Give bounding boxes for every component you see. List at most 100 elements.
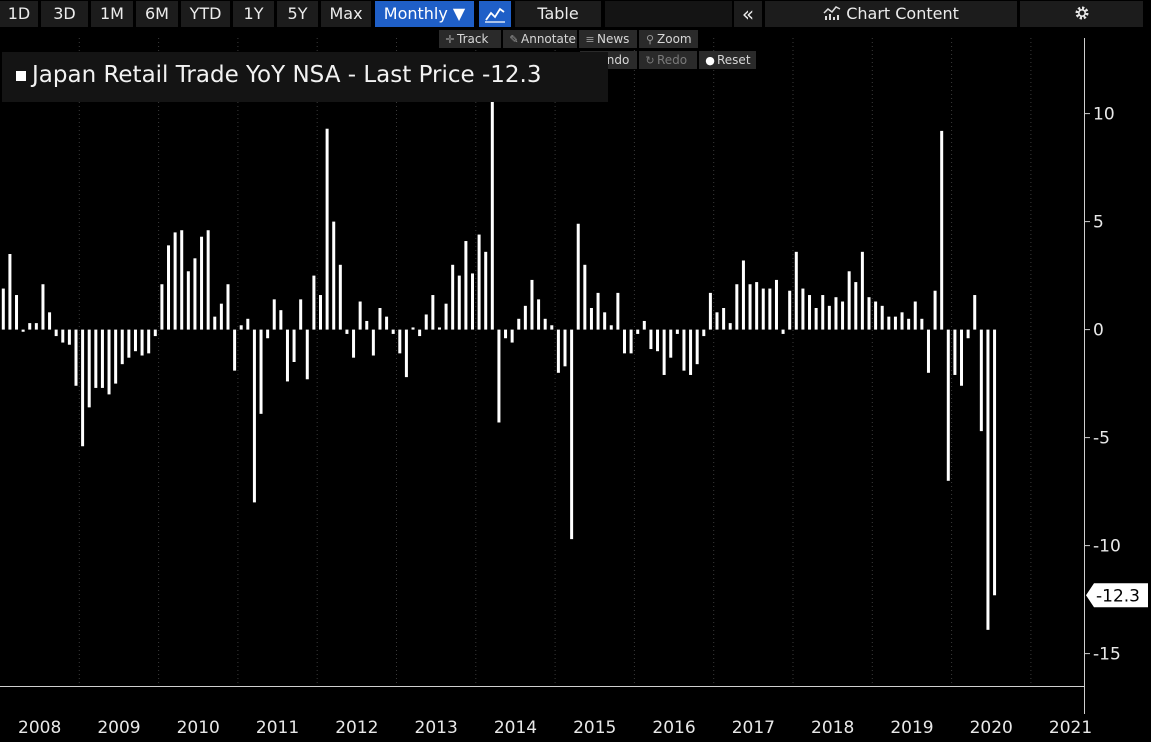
bar — [517, 318, 521, 330]
bar — [41, 284, 45, 330]
bar — [715, 312, 719, 330]
redo-button[interactable]: ↻ Redo — [639, 51, 697, 69]
bar — [834, 297, 838, 330]
bar — [946, 329, 950, 481]
bar — [973, 295, 977, 330]
bar — [920, 318, 924, 330]
x-tick-label: 2011 — [256, 718, 299, 738]
range-6m-button[interactable]: 6M — [136, 1, 178, 27]
range-max-button[interactable]: Max — [321, 1, 371, 27]
zoom-button[interactable]: ⚲ Zoom — [639, 30, 698, 48]
x-tick-label: 2020 — [970, 718, 1013, 738]
bar — [246, 318, 250, 330]
bar — [484, 251, 488, 330]
bar — [986, 329, 990, 630]
news-button[interactable]: ≡ News — [579, 30, 637, 48]
bar — [1, 288, 5, 330]
legend-swatch — [16, 71, 26, 81]
y-tick-label: 5 — [1093, 213, 1104, 233]
bar — [497, 329, 501, 423]
track-button[interactable]: ✛ Track — [439, 30, 501, 48]
bar — [993, 329, 997, 596]
bar — [748, 284, 752, 330]
bar — [642, 320, 646, 330]
bar — [266, 329, 270, 339]
bar — [543, 318, 547, 330]
reset-icon: ● — [705, 54, 715, 67]
bar — [332, 221, 336, 330]
bar — [741, 260, 745, 330]
bar — [847, 271, 851, 330]
bar — [48, 312, 52, 330]
bar — [147, 329, 151, 354]
magnifier-icon: ⚲ — [645, 33, 655, 46]
range-1m-button[interactable]: 1M — [91, 1, 133, 27]
frequency-dropdown[interactable]: Monthly ▼ — [375, 1, 474, 27]
zoom-label: Zoom — [657, 32, 692, 46]
range-1d-button[interactable]: 1D — [0, 1, 38, 27]
bar — [127, 329, 131, 358]
legend-title-box: Japan Retail Trade YoY NSA - Last Price … — [2, 52, 608, 102]
range-3d-button[interactable]: 3D — [41, 1, 88, 27]
bar — [656, 329, 660, 352]
range-ytd-button[interactable]: YTD — [181, 1, 230, 27]
y-tick-label: -5 — [1093, 429, 1110, 449]
range-5y-button[interactable]: 5Y — [277, 1, 318, 27]
bar — [530, 279, 534, 330]
y-tick-label: -15 — [1093, 645, 1121, 665]
collapse-icon[interactable]: « — [734, 1, 762, 27]
bar — [583, 264, 587, 330]
bar — [67, 329, 71, 345]
bar — [28, 323, 32, 330]
bar — [299, 299, 303, 330]
bar — [352, 329, 356, 358]
bar — [378, 308, 382, 330]
bar — [87, 329, 91, 408]
chart-content-button[interactable]: Chart Content — [765, 1, 1017, 27]
x-tick-label: 2008 — [18, 718, 61, 738]
bar — [15, 295, 19, 330]
chart-axes: 10 5 0 -5 -10 -15 2008 2009 2010 2011 2012 2013 2014… — [0, 38, 1148, 738]
bar — [768, 288, 772, 330]
bar — [398, 329, 402, 354]
toolbar: 1D 3D 1M 6M YTD 1Y 5Y Max Monthly ▼ Tabl… — [0, 0, 1151, 28]
toolbar-spacer — [605, 1, 732, 27]
bar — [305, 329, 309, 380]
bar — [404, 329, 408, 378]
bar — [940, 130, 944, 330]
chart-title: Japan Retail Trade YoY NSA - Last Price … — [32, 62, 542, 88]
bar — [213, 316, 217, 330]
annotate-button[interactable]: ✎ Annotate — [503, 30, 577, 48]
x-tick-label: 2012 — [335, 718, 378, 738]
last-value-tag — [1086, 583, 1148, 608]
news-icon: ≡ — [585, 33, 595, 46]
settings-button[interactable] — [1020, 1, 1143, 27]
bar — [735, 284, 739, 330]
bar — [239, 325, 243, 330]
bar — [107, 329, 111, 395]
line-chart-button[interactable] — [479, 1, 511, 27]
bar — [451, 264, 455, 330]
bar — [186, 271, 190, 330]
chart-content-label: Chart Content — [846, 4, 959, 23]
bar — [774, 279, 778, 330]
bar — [689, 329, 693, 375]
last-value-label: -12.3 — [1096, 586, 1140, 606]
chart-grid — [78, 38, 1032, 686]
y-tick-label: 0 — [1093, 321, 1104, 341]
table-button[interactable]: Table — [515, 1, 601, 27]
chart-bars — [1, 92, 997, 630]
bar — [173, 232, 177, 330]
bar — [470, 273, 474, 330]
bar — [662, 329, 666, 375]
bar — [682, 329, 686, 371]
bar — [550, 325, 554, 330]
bar — [153, 329, 157, 337]
bar — [325, 128, 329, 330]
reset-button[interactable]: ● Reset — [699, 51, 756, 69]
range-1y-button[interactable]: 1Y — [233, 1, 274, 27]
bar — [365, 320, 369, 330]
bar — [860, 251, 864, 330]
line-chart-icon — [485, 7, 505, 23]
bar — [907, 318, 911, 330]
